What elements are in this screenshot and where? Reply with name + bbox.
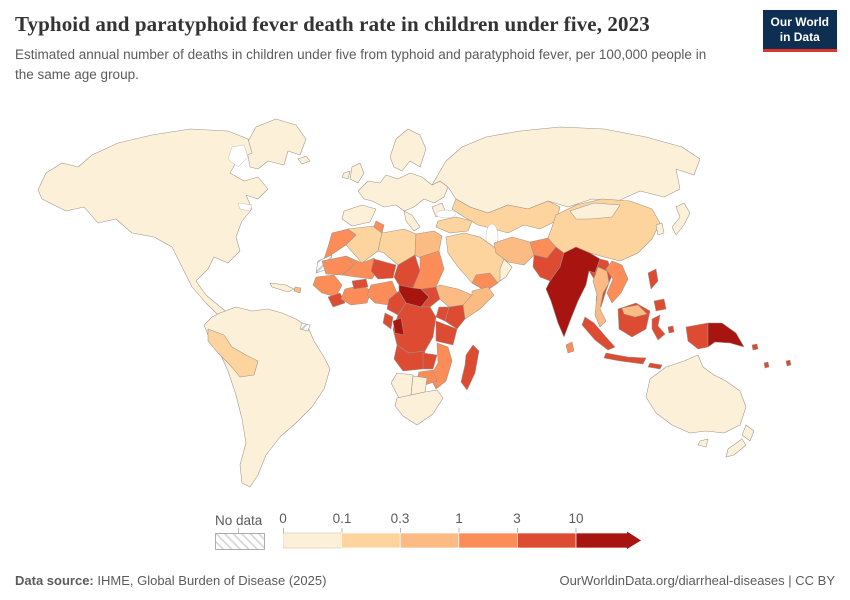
region-vanuatu[interactable] — [763, 361, 770, 369]
region-mongolia[interactable] — [569, 202, 621, 220]
region-peru-bolivia[interactable] — [207, 328, 259, 378]
region-korea[interactable] — [655, 222, 665, 236]
region-madagascar[interactable] — [460, 344, 480, 391]
region-iran[interactable] — [493, 236, 535, 266]
region-tanzania[interactable] — [435, 320, 458, 346]
no-data-tick — [238, 528, 239, 533]
no-data-swatch[interactable] — [215, 533, 265, 550]
region-ireland[interactable] — [341, 170, 351, 180]
region-australia[interactable] — [645, 354, 747, 434]
data-source-value[interactable]: IHME, Global Burden of Disease (2025) — [93, 573, 327, 588]
great-lakes — [237, 202, 253, 212]
legend-arrow-tip — [627, 531, 641, 549]
region-west-papua[interactable] — [685, 322, 709, 350]
region-sierra-leone-liberia[interactable] — [327, 292, 346, 308]
owid-logo-line1: Our World — [770, 15, 829, 29]
region-south-africa[interactable] — [394, 389, 444, 426]
region-italy[interactable] — [403, 210, 421, 232]
legend-bin-3[interactable] — [458, 532, 518, 549]
region-philippines-mindanao[interactable] — [653, 298, 667, 312]
map-legend: No data 0 0.1 0.3 1 3 10 — [0, 511, 850, 559]
region-gabon[interactable] — [382, 312, 394, 330]
legend-bin-2[interactable] — [399, 532, 460, 549]
region-russia[interactable] — [431, 126, 701, 214]
region-south-america[interactable] — [203, 306, 331, 488]
region-japan[interactable] — [671, 202, 691, 236]
region-haiti[interactable] — [293, 286, 302, 294]
region-sulawesi[interactable] — [651, 314, 666, 341]
region-papua-new-guinea[interactable] — [707, 322, 745, 348]
legend-tick-4: 3 — [513, 511, 521, 526]
license-line[interactable]: OurWorldinData.org/diarrheal-diseases | … — [559, 573, 835, 588]
no-data-label: No data — [215, 513, 263, 528]
region-lesser-sunda[interactable] — [647, 362, 663, 370]
legend-tick-2: 0.3 — [390, 511, 410, 526]
legend-bin-5[interactable] — [575, 532, 629, 549]
region-iceland[interactable] — [297, 155, 311, 165]
region-greenland[interactable] — [245, 118, 307, 170]
world-choropleth-map — [37, 118, 792, 488]
region-north-america[interactable] — [37, 128, 269, 326]
region-fiji[interactable] — [785, 359, 792, 367]
region-indochina[interactable] — [605, 260, 629, 304]
black-sea — [435, 209, 457, 219]
region-mali[interactable] — [341, 255, 381, 280]
region-java[interactable] — [603, 352, 647, 365]
region-namibia[interactable] — [390, 372, 414, 399]
region-burkina-benin[interactable] — [351, 278, 369, 290]
hudson-bay — [227, 144, 249, 168]
legend-bin-0[interactable] — [283, 532, 342, 549]
page-title: Typhoid and paratyphoid fever death rate… — [15, 12, 650, 36]
region-united-kingdom[interactable] — [349, 162, 365, 184]
data-source-line: Data source: IHME, Global Burden of Dise… — [15, 573, 326, 588]
region-thailand[interactable] — [592, 266, 610, 328]
region-sri-lanka[interactable] — [565, 341, 575, 354]
region-algeria[interactable] — [345, 225, 383, 264]
region-cuba[interactable] — [269, 282, 295, 293]
chart-subtitle: Estimated annual number of deaths in chi… — [15, 47, 707, 82]
region-moluccas[interactable] — [667, 325, 675, 334]
region-uganda[interactable] — [435, 306, 450, 322]
region-iberia[interactable] — [341, 204, 377, 227]
legend-tick-3: 1 — [455, 511, 463, 526]
region-niger[interactable] — [370, 258, 397, 280]
data-source-label: Data source: — [15, 573, 94, 588]
region-french-guiana[interactable] — [299, 322, 311, 332]
region-oman[interactable] — [499, 258, 513, 282]
region-europe[interactable] — [357, 172, 449, 212]
region-turkey[interactable] — [435, 216, 473, 234]
region-new-zealand-north[interactable] — [741, 424, 755, 442]
legend-tick-0: 0 — [279, 511, 287, 526]
region-philippines-luzon[interactable] — [647, 268, 659, 290]
region-somalia[interactable] — [462, 286, 495, 320]
legend-bin-1[interactable] — [341, 532, 401, 549]
legend-tick-5: 10 — [568, 511, 584, 526]
region-new-zealand-south[interactable] — [725, 438, 747, 458]
owid-logo-line2: in Data — [779, 30, 820, 44]
region-scandinavia[interactable] — [389, 128, 427, 172]
region-zambia[interactable] — [422, 352, 438, 370]
header: Typhoid and paratyphoid fever death rate… — [15, 12, 755, 84]
legend-tick-1: 0.1 — [332, 511, 352, 526]
region-malaysia-borneo[interactable] — [621, 304, 648, 318]
region-india[interactable] — [545, 246, 601, 338]
legend-bin-4[interactable] — [517, 532, 577, 549]
region-congo[interactable] — [392, 317, 405, 336]
owid-logo[interactable]: Our World in Data — [762, 10, 837, 52]
region-solomon-islands[interactable] — [751, 343, 759, 351]
legend-color-bar — [283, 528, 641, 549]
region-tasmania[interactable] — [697, 438, 709, 448]
region-sumatra[interactable] — [581, 316, 616, 351]
